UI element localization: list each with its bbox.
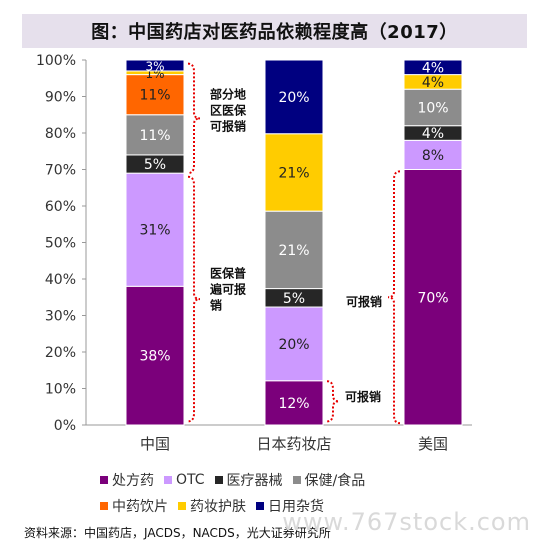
annotation-text: 遍可报 [209, 281, 246, 296]
data-label: 4% [422, 126, 444, 142]
bar-segment [125, 285, 185, 426]
data-label: 4% [422, 60, 444, 76]
legend-item: 医疗器械 [214, 470, 283, 490]
bar-segment [264, 306, 324, 382]
data-label: 10% [417, 100, 448, 116]
y-tick-label: 80% [45, 126, 76, 142]
y-tick-label: 60% [45, 199, 76, 215]
annotation-text: 医保普 [210, 265, 246, 280]
data-label: 5% [144, 157, 166, 173]
data-label: 70% [417, 290, 448, 306]
bar-segment [403, 59, 463, 76]
brace-us [387, 170, 401, 425]
legend-label: 日用杂货 [268, 499, 324, 515]
annotation-text: 可报销 [345, 389, 381, 404]
brace-japan-low [326, 380, 340, 423]
source-note: 资料来源：中国药店，JACDS，NACDS，光大证券研究所 [24, 526, 331, 540]
bar-segment [264, 59, 324, 135]
chart-svg: 0% 10% 20% 30% 40% 50% 60% 70% 80% 90% 100% 38% 31% 5… [36, 53, 472, 453]
legend-swatch [100, 476, 108, 484]
y-tick-label: 20% [45, 345, 76, 361]
legend-label: OTC [176, 472, 205, 488]
legend-label: 药妆护肤 [190, 499, 246, 515]
bar-segment [264, 133, 324, 212]
y-tick-label: 50% [45, 236, 76, 252]
data-label: 5% [283, 291, 305, 307]
annotation-text: 区医保 [210, 103, 247, 118]
x-tick-label: 中国 [140, 435, 170, 453]
brace-china-top [187, 62, 201, 175]
legend-row: 中药饮片 药妆护肤 日用杂货 [100, 496, 500, 516]
watermark: www.767stock.com [282, 508, 531, 536]
y-tick-label: 100% [36, 53, 76, 69]
annotation-text: 可报销 [210, 119, 246, 134]
y-tick-label: 90% [45, 90, 76, 106]
chart-title: 图：中国药店对医药品依赖程度高（2017） [91, 22, 458, 43]
data-label: 11% [139, 128, 170, 144]
y-tick-label: 30% [45, 309, 76, 325]
data-label: 20% [278, 337, 309, 353]
data-label: 20% [278, 90, 309, 106]
legend-swatch [292, 476, 301, 484]
bar-segment [403, 169, 463, 426]
y-tick-label: 70% [45, 163, 76, 179]
legend-item: 药妆护肤 [178, 496, 246, 516]
legend-item: 处方药 [100, 470, 154, 490]
legend-item: OTC [164, 470, 205, 490]
data-label: 11% [139, 88, 170, 104]
legend-swatch [100, 502, 108, 510]
bar-segment [403, 139, 463, 171]
legend-item: 中药饮片 [100, 496, 168, 516]
data-label: 8% [422, 148, 444, 164]
data-label: 21% [278, 165, 309, 181]
bar-segment [125, 59, 185, 72]
legend-label: 处方药 [112, 473, 154, 489]
legend-swatch [178, 502, 186, 510]
annotation-text: 部分地 [210, 87, 246, 102]
data-label: 31% [139, 223, 170, 239]
annotation-text: 销 [210, 297, 222, 312]
bar-segment [125, 74, 185, 116]
data-label: 4% [422, 75, 444, 91]
legend: 处方药 OTC 医疗器械 保健/食品中药饮片 药妆护肤 日用杂货 [100, 470, 500, 522]
legend-label: 中药饮片 [112, 499, 168, 515]
bar-segment [125, 172, 185, 287]
legend-swatch [214, 476, 223, 484]
chart-title-bar: 图：中国药店对医药品依赖程度高（2017） [22, 14, 527, 48]
data-label: 38% [139, 349, 170, 365]
legend-item: 保健/食品 [292, 470, 366, 490]
legend-item: 日用杂货 [256, 496, 324, 516]
data-label: 21% [278, 243, 309, 259]
data-label: 12% [278, 396, 309, 412]
legend-label: 保健/食品 [304, 473, 366, 489]
y-tick-label: 40% [45, 272, 76, 288]
bar-segment [403, 88, 463, 127]
x-tick-label: 日本药妆店 [256, 435, 331, 453]
brace-china-bottom [187, 175, 201, 423]
bar-segment [264, 210, 324, 290]
legend-swatch [256, 502, 264, 510]
y-tick-label: 0% [54, 418, 76, 434]
legend-label: 医疗器械 [226, 473, 283, 489]
legend-swatch [164, 476, 172, 484]
data-label: 3% [145, 59, 164, 73]
legend-row: 处方药 OTC 医疗器械 保健/食品 [100, 470, 500, 490]
y-tick-label: 10% [45, 382, 76, 398]
bar-segment [125, 114, 185, 156]
x-tick-label: 美国 [418, 435, 448, 453]
annotation-text: 可报销 [346, 294, 382, 309]
